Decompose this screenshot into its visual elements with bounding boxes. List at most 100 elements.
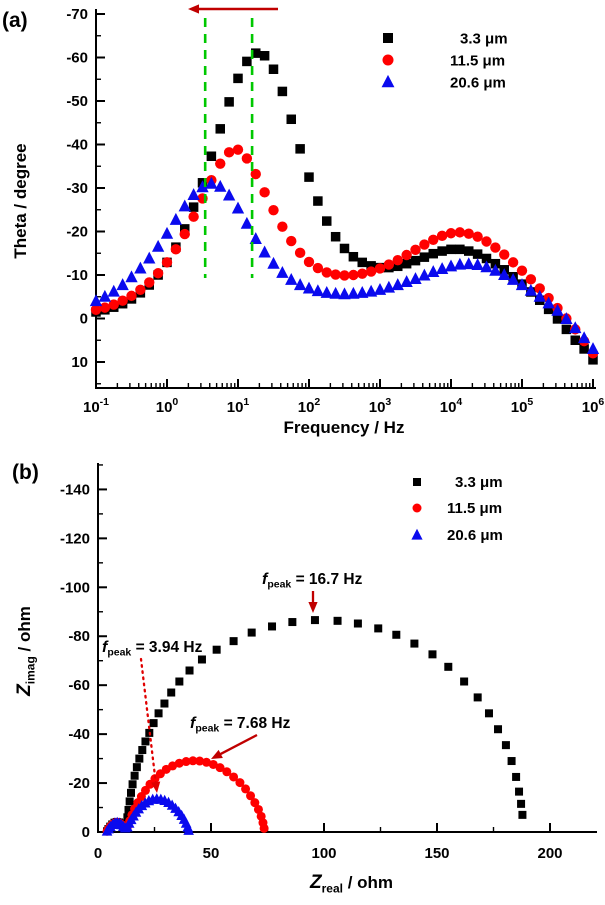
data-point <box>310 616 319 625</box>
data-point <box>373 282 387 295</box>
data-point <box>181 757 191 767</box>
data-point <box>507 757 516 766</box>
x-tick-label: 100 <box>311 845 336 862</box>
data-point <box>507 257 519 268</box>
data-point <box>195 756 205 766</box>
data-point <box>517 799 526 808</box>
arrow-shaft <box>139 657 158 787</box>
data-point <box>188 202 199 212</box>
data-point <box>444 259 458 272</box>
data-point <box>242 56 252 67</box>
data-point <box>588 355 598 365</box>
data-point <box>560 312 573 324</box>
series-20-6-μm <box>89 176 600 355</box>
data-point <box>428 650 437 659</box>
data-point <box>187 188 200 201</box>
panel-a-y-axis-title: Theta / degree <box>11 143 30 258</box>
y-tick-label: 0 <box>82 824 90 841</box>
data-point <box>183 824 194 835</box>
data-point <box>524 283 538 296</box>
data-point <box>462 257 475 270</box>
data-point <box>286 235 297 247</box>
data-point <box>515 278 529 291</box>
data-point <box>577 331 591 344</box>
data-point <box>258 245 271 258</box>
data-point <box>138 746 147 755</box>
data-point <box>353 619 362 628</box>
data-point <box>501 741 510 750</box>
data-point <box>348 251 359 262</box>
data-point <box>160 226 174 239</box>
data-point <box>99 302 111 313</box>
y-tick-label: -40 <box>68 726 90 743</box>
series-3-3-μm <box>91 48 598 365</box>
data-point <box>185 666 194 675</box>
data-point <box>330 269 341 280</box>
data-point <box>249 232 262 244</box>
y-tick-label: -30 <box>66 180 88 197</box>
data-point <box>446 244 456 255</box>
data-point <box>401 249 412 261</box>
data-point <box>490 242 501 253</box>
x-tick-label: 104 <box>440 396 463 416</box>
legend-marker-square <box>413 478 421 486</box>
data-point <box>293 278 307 291</box>
data-point <box>277 221 288 232</box>
green-dashed-guides <box>203 18 254 278</box>
annotation-fpeak-16-7: fpeak = 16.7 Hz <box>262 571 363 613</box>
data-point <box>410 244 421 255</box>
data-point <box>180 224 190 234</box>
data-point <box>552 314 563 324</box>
data-point <box>247 628 256 637</box>
y-tick-label: -120 <box>60 530 90 547</box>
data-point <box>277 86 288 97</box>
panel-a-y-ticks: -70 -60 -50 -40 -30 -20 -10 0 10 <box>66 6 105 385</box>
data-point <box>175 677 184 686</box>
data-point <box>246 791 256 801</box>
data-point <box>132 763 141 772</box>
x-tick-label: 50 <box>203 845 220 862</box>
panel-b-y-axis-title: Zimag / ohm <box>14 606 38 697</box>
data-point <box>533 289 546 302</box>
data-point <box>339 270 350 281</box>
data-point <box>444 662 453 671</box>
data-point <box>268 64 279 74</box>
data-point <box>333 616 342 625</box>
data-point <box>570 335 580 345</box>
data-point <box>240 216 254 229</box>
legend-marker-triangle <box>411 528 423 540</box>
y-tick-label: 0 <box>80 311 88 328</box>
data-point <box>365 266 377 277</box>
data-point <box>98 289 112 302</box>
y-tick-label: -10 <box>66 267 88 284</box>
y-tick-label: -100 <box>60 579 90 596</box>
data-point <box>435 262 449 274</box>
data-point <box>356 286 369 298</box>
y-tick-label: -20 <box>66 224 88 241</box>
data-point <box>276 266 289 278</box>
panel-a-bode-plot: 10-1 100 101 102 103 104 105 106-70-60-50-40-30… <box>11 4 604 437</box>
data-point <box>484 709 493 718</box>
data-point <box>506 272 520 285</box>
data-point <box>160 699 169 708</box>
data-point <box>197 655 206 664</box>
data-point <box>170 244 182 255</box>
data-point <box>241 784 251 794</box>
data-point <box>303 256 315 268</box>
data-point <box>125 270 138 283</box>
panel-a-axes <box>95 9 596 389</box>
data-point <box>499 249 510 260</box>
legend-label: 3.3 μm <box>455 474 503 491</box>
data-point <box>107 284 120 297</box>
data-point <box>259 187 270 198</box>
annotation-text: fpeak = 16.7 Hz <box>262 571 363 591</box>
data-point <box>154 709 163 718</box>
data-point <box>126 788 135 797</box>
legend-label: 20.6 μm <box>450 75 506 92</box>
data-point <box>174 758 184 768</box>
data-point <box>212 645 221 654</box>
fpeak-arrow <box>139 657 161 793</box>
data-point <box>472 249 483 259</box>
data-point <box>357 257 367 268</box>
